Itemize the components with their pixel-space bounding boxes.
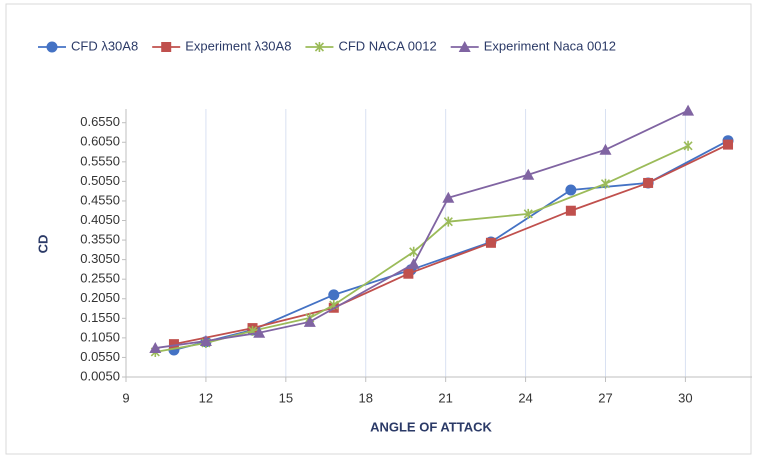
marker — [485, 237, 496, 248]
y-tick-label: 0.4050 — [80, 212, 120, 227]
marker — [600, 178, 611, 189]
y-tick-label: 0.3550 — [80, 232, 120, 247]
y-tick-label: 0.0050 — [80, 368, 120, 383]
x-tick-label: 12 — [199, 390, 213, 405]
marker — [458, 41, 471, 52]
marker — [314, 42, 325, 52]
marker — [599, 143, 612, 155]
marker — [683, 140, 693, 151]
y-tick-label: 0.6050 — [80, 134, 120, 149]
y-tick-label: 0.3050 — [80, 251, 120, 266]
marker — [199, 335, 212, 347]
y-tick-label: 0.0550 — [80, 349, 120, 364]
x-tick-label: 9 — [122, 390, 129, 405]
marker — [443, 216, 453, 227]
marker — [723, 139, 734, 150]
x-tick-label: 30 — [678, 390, 692, 405]
y-tick-label: 0.2050 — [80, 290, 120, 305]
marker — [407, 257, 420, 269]
marker — [253, 326, 266, 338]
y-tick-label: 0.6550 — [80, 114, 120, 129]
y-tick-label: 0.1050 — [80, 329, 120, 344]
marker — [643, 177, 654, 188]
legend-label: CFD NACA 0012 — [338, 38, 436, 53]
chart-frame — [5, 3, 752, 455]
x-tick-label: 18 — [359, 390, 373, 405]
y-tick-label: 0.1550 — [80, 310, 120, 325]
marker — [46, 41, 58, 53]
x-tick-label: 27 — [598, 390, 612, 405]
marker — [328, 289, 340, 301]
marker — [565, 184, 577, 196]
y-axis-title: CD — [35, 235, 50, 254]
x-axis-title: ANGLE OF ATTACK — [370, 419, 492, 434]
y-tick-label: 0.5050 — [80, 173, 120, 188]
y-tick-label: 0.2550 — [80, 271, 120, 286]
marker — [682, 104, 695, 116]
marker — [149, 342, 162, 354]
marker — [303, 315, 316, 327]
marker — [409, 246, 419, 257]
marker — [523, 208, 533, 219]
legend-label: CFD λ30A8 — [71, 38, 138, 53]
marker — [161, 42, 172, 52]
marker — [442, 191, 455, 203]
x-tick-label: 15 — [279, 390, 293, 405]
legend-label: Experiment λ30A8 — [185, 38, 291, 53]
series-line — [173, 143, 729, 346]
x-tick-label: 21 — [438, 390, 452, 405]
y-tick-label: 0.5550 — [80, 153, 120, 168]
legend-label: Experiment Naca 0012 — [484, 38, 616, 53]
marker — [522, 168, 535, 180]
marker — [565, 205, 576, 216]
y-tick-label: 0.4550 — [80, 192, 120, 207]
x-tick-label: 24 — [518, 390, 532, 405]
marker — [168, 339, 179, 350]
marker — [403, 268, 414, 279]
